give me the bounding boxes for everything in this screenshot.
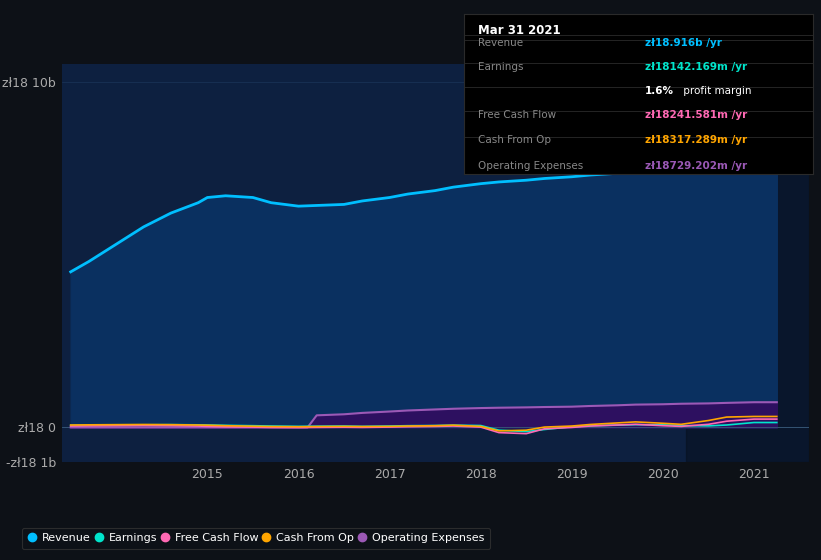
Text: zł18317.289m /yr: zł18317.289m /yr bbox=[645, 136, 747, 145]
Text: 1.6%: 1.6% bbox=[645, 86, 674, 96]
Text: zł18241.581m /yr: zł18241.581m /yr bbox=[645, 110, 748, 120]
Text: Mar 31 2021: Mar 31 2021 bbox=[478, 24, 561, 36]
Legend: Revenue, Earnings, Free Cash Flow, Cash From Op, Operating Expenses: Revenue, Earnings, Free Cash Flow, Cash … bbox=[22, 528, 490, 549]
Text: zł18142.169m /yr: zł18142.169m /yr bbox=[645, 62, 747, 72]
Text: Operating Expenses: Operating Expenses bbox=[478, 161, 583, 171]
Text: Earnings: Earnings bbox=[478, 62, 523, 72]
Text: Free Cash Flow: Free Cash Flow bbox=[478, 110, 556, 120]
Text: zł18.916b /yr: zł18.916b /yr bbox=[645, 38, 722, 48]
Text: Cash From Op: Cash From Op bbox=[478, 136, 551, 145]
Text: Revenue: Revenue bbox=[478, 38, 523, 48]
Text: profit margin: profit margin bbox=[680, 86, 752, 96]
Bar bbox=[686, 64, 809, 462]
Text: zł18729.202m /yr: zł18729.202m /yr bbox=[645, 161, 747, 171]
